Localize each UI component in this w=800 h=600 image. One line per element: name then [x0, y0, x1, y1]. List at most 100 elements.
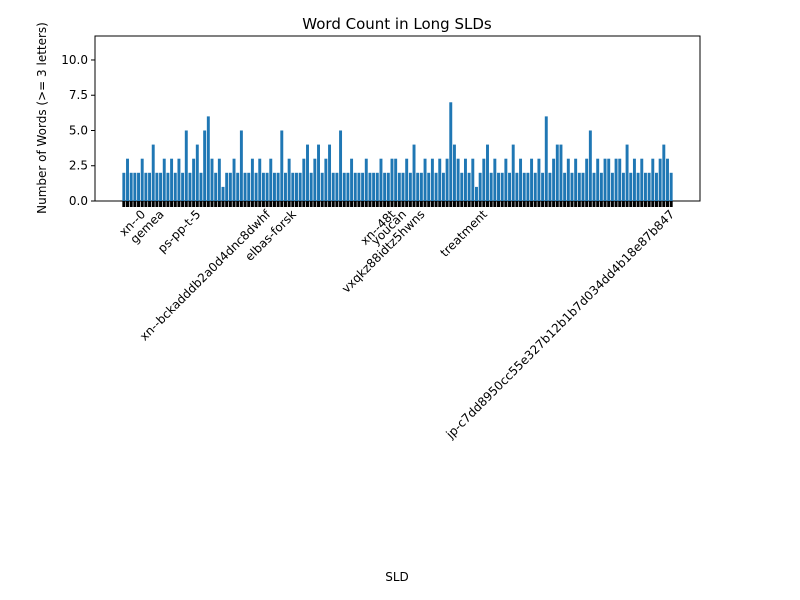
bar	[614, 158, 618, 201]
bar	[544, 116, 548, 201]
bar	[463, 158, 467, 201]
bar	[276, 172, 280, 201]
bar	[342, 172, 346, 201]
bar	[188, 172, 192, 201]
y-tick-label: 0.0	[69, 194, 88, 208]
bar	[486, 144, 489, 201]
x-tick-label: xn--bckadddb2a0d4dnc8dwhf	[137, 207, 274, 344]
bar	[618, 158, 622, 201]
bar	[607, 158, 611, 201]
y-axis-label: Number of Words (>= 3 letters)	[35, 22, 49, 214]
bar	[530, 158, 534, 201]
bar	[181, 172, 185, 201]
bar	[328, 144, 332, 201]
bar	[232, 158, 236, 201]
bar	[375, 172, 379, 201]
bar	[522, 172, 526, 201]
bar	[280, 130, 284, 201]
bar	[640, 158, 644, 201]
bar	[500, 172, 504, 201]
bar	[320, 172, 324, 201]
bar	[272, 172, 276, 201]
bar	[217, 158, 221, 201]
bar	[199, 172, 203, 201]
bar	[563, 172, 567, 201]
bar	[261, 172, 265, 201]
x-tick-label: treatment	[437, 207, 490, 260]
bar	[526, 172, 530, 201]
bar	[441, 172, 445, 201]
bar	[651, 158, 655, 201]
bar	[166, 172, 170, 201]
bar	[489, 172, 493, 201]
bar	[559, 144, 563, 201]
bar	[309, 172, 313, 201]
bar	[566, 158, 570, 201]
bar	[394, 158, 398, 201]
bar	[122, 172, 126, 201]
bar	[243, 172, 247, 201]
bar	[577, 172, 581, 201]
bar	[144, 172, 148, 201]
bar	[254, 172, 258, 201]
bar	[287, 158, 291, 201]
bar	[452, 144, 456, 201]
bar	[434, 172, 438, 201]
bar	[416, 172, 420, 201]
bar	[662, 144, 666, 201]
plot-area	[94, 35, 701, 202]
bar	[588, 130, 592, 201]
bar	[438, 158, 442, 201]
bar	[210, 158, 214, 201]
bar	[346, 172, 350, 201]
bar	[625, 144, 629, 201]
bar	[170, 158, 174, 201]
bar	[126, 158, 129, 201]
bar	[206, 116, 210, 201]
bar	[151, 144, 155, 201]
bar	[195, 144, 199, 201]
bar	[364, 158, 368, 201]
bar	[353, 172, 357, 201]
bar	[192, 158, 196, 201]
bar	[390, 158, 394, 201]
bar	[515, 172, 519, 201]
bar	[302, 158, 306, 201]
bar	[592, 172, 596, 201]
bar	[306, 144, 309, 201]
bar	[632, 158, 636, 201]
bar	[225, 172, 229, 201]
bar	[184, 130, 188, 201]
bar	[471, 158, 475, 201]
bar	[647, 172, 651, 201]
bar	[467, 172, 471, 201]
bar	[269, 158, 273, 201]
bar	[155, 172, 159, 201]
bar	[331, 172, 335, 201]
y-tick-label: 2.5	[69, 159, 88, 173]
bar	[291, 172, 295, 201]
bar	[666, 158, 669, 201]
bar	[339, 130, 343, 201]
bar	[482, 158, 486, 201]
bar	[383, 172, 387, 201]
bar	[368, 172, 372, 201]
bar	[162, 158, 166, 201]
bar	[408, 172, 412, 201]
bar	[460, 172, 464, 201]
bar	[493, 158, 497, 201]
bar	[658, 158, 662, 201]
bar	[585, 158, 589, 201]
bar	[405, 158, 409, 201]
x-axis-label: SLD	[385, 570, 409, 584]
bar	[386, 172, 390, 201]
bar	[129, 172, 133, 201]
bar	[397, 172, 401, 201]
bar	[475, 186, 478, 201]
bar	[401, 172, 405, 201]
bar	[283, 172, 287, 201]
bar	[655, 172, 658, 201]
bar	[541, 172, 545, 201]
bar	[313, 158, 317, 201]
bar	[258, 158, 262, 201]
